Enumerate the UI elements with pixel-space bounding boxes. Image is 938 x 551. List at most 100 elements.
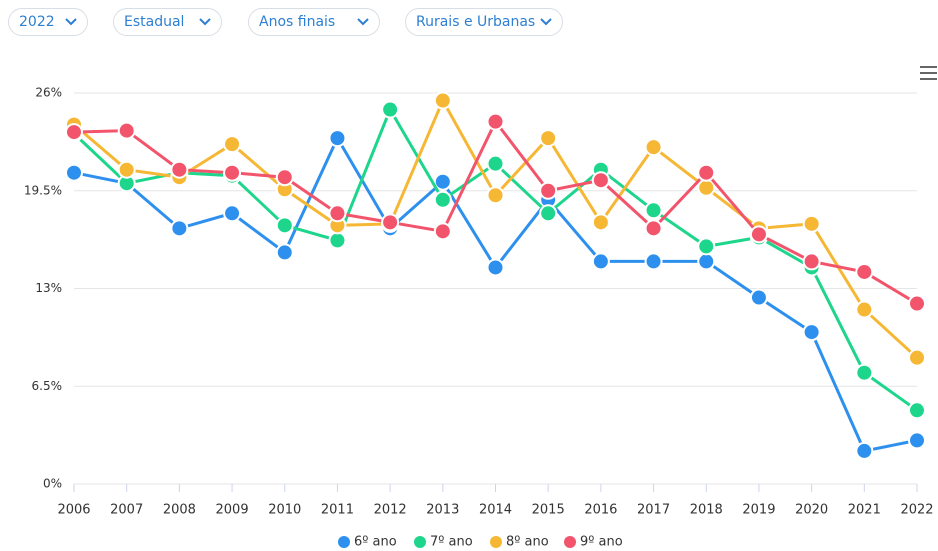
point [223,204,242,223]
point [644,252,663,271]
legend-label: 6º ano [354,535,397,550]
point [433,222,452,241]
point [433,190,452,209]
point [328,204,347,223]
point [697,252,716,271]
y-tick-label: 6.5% [32,379,63,393]
point [65,123,83,142]
point [117,160,136,179]
point [275,168,294,187]
chevron [540,18,552,26]
y-tick-label: 26% [35,86,62,100]
x-tick-label: 2014 [479,503,512,518]
point [433,172,452,191]
legend-marker [414,536,426,548]
point [855,262,874,281]
point [908,294,926,313]
point [539,181,558,200]
point [117,121,136,140]
point [697,237,716,256]
x-tick-label: 2009 [216,503,249,518]
dropdown-label: 2022 [19,14,55,30]
x-tick-label: 2011 [321,503,354,518]
point [433,91,452,110]
menu-icon[interactable] [920,66,937,80]
point [802,323,821,342]
location-dropdown[interactable]: Rurais e Urbanas [405,8,563,36]
line [73,134,918,453]
point [539,129,558,148]
x-tick-label: 2006 [57,503,90,518]
x-tick-label: 2019 [742,503,775,518]
point [170,160,189,179]
stage-dropdown[interactable]: Anos finais [248,8,380,36]
series [65,129,926,460]
x-tick-label: 2020 [795,503,828,518]
legend-label: 7º ano [430,535,473,550]
point [591,171,610,190]
point [486,258,505,277]
point [644,138,663,157]
point [855,363,874,382]
point [802,214,821,233]
series [65,112,926,313]
point [486,112,505,131]
x-tick-label: 2010 [268,503,301,518]
x-tick-label: 2008 [163,503,196,518]
y-tick-label: 13% [35,281,62,295]
point [381,213,400,232]
point [381,100,400,119]
year-dropdown[interactable]: 2022 [8,8,88,36]
point [802,252,821,271]
point [223,163,242,182]
chevron [199,18,211,26]
point [328,129,347,148]
y-tick-label: 0% [43,477,62,491]
point [749,225,768,244]
dropdown-label: Rurais e Urbanas [416,14,536,30]
legend-marker [338,536,350,548]
point [908,401,926,420]
chevron [357,18,369,26]
x-tick-label: 2022 [900,503,933,518]
point [697,163,716,182]
point [486,186,505,205]
x-tick-label: 2016 [584,503,617,518]
legend-marker [490,536,502,548]
x-tick-label: 2012 [374,503,407,518]
point [486,154,505,173]
point [275,243,294,262]
point [644,219,663,238]
point [855,441,874,460]
x-tick-label: 2015 [532,503,565,518]
dropdown-label: Anos finais [259,14,336,30]
chevron [65,18,77,26]
point [591,213,610,232]
legend-label: 8º ano [506,535,549,550]
point [749,288,768,307]
point [328,231,347,250]
point [697,178,716,197]
point [855,300,874,319]
x-tick-label: 2021 [848,503,881,518]
y-tick-label: 19.5% [24,183,62,197]
point [223,135,242,154]
point [170,219,189,238]
x-tick-label: 2017 [637,503,670,518]
point [65,163,83,182]
network-dropdown[interactable]: Estadual [113,8,222,36]
x-tick-label: 2013 [426,503,459,518]
series [65,91,926,367]
point [539,204,558,223]
point [908,348,926,367]
point [275,216,294,235]
legend-label: 9º ano [580,535,623,550]
point [908,431,926,450]
point [644,201,663,220]
x-tick-label: 2007 [110,503,143,518]
dropdown-label: Estadual [124,14,185,30]
legend-marker [564,536,576,548]
x-tick-label: 2018 [690,503,723,518]
